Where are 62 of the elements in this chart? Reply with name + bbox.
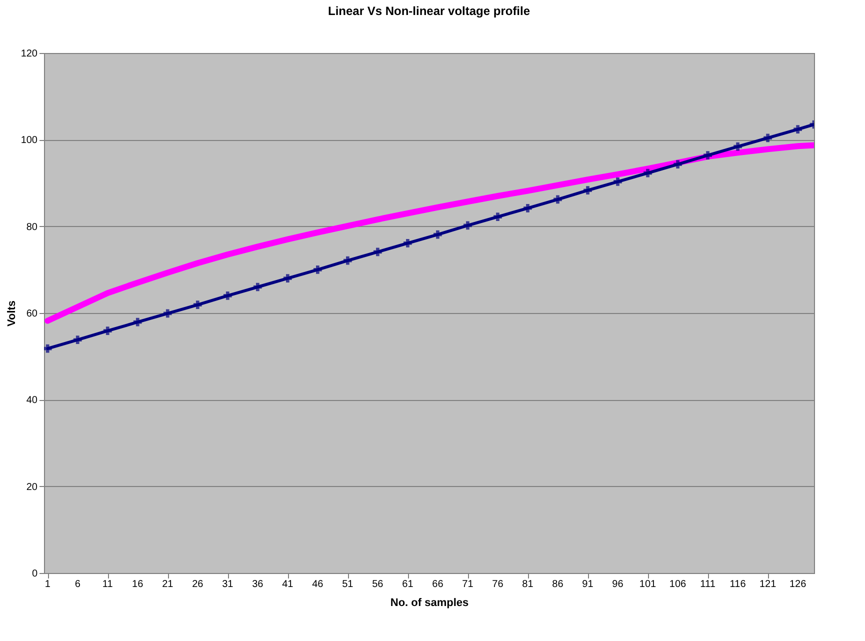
point <box>734 142 742 151</box>
x-tick-label: 76 <box>492 579 504 590</box>
y-tick-label: 80 <box>26 222 38 233</box>
point <box>313 265 322 274</box>
x-tick-label: 21 <box>162 579 174 590</box>
x-tick-label: 81 <box>522 579 534 590</box>
x-tick-label: 16 <box>132 579 144 590</box>
point <box>343 256 352 265</box>
point <box>524 204 532 212</box>
x-tick-label: 121 <box>759 579 777 590</box>
point <box>374 248 382 256</box>
point <box>584 186 592 195</box>
x-tick-label: 36 <box>252 579 264 590</box>
point <box>253 282 262 292</box>
point <box>103 326 112 335</box>
x-tick-label: 41 <box>282 579 294 590</box>
point <box>193 300 202 309</box>
x-tick-label: 61 <box>402 579 414 590</box>
y-tick-label: 60 <box>26 308 38 320</box>
x-tick-label: 96 <box>612 579 624 590</box>
y-tick-label: 0 <box>32 568 38 580</box>
point <box>494 212 502 221</box>
x-tick-label: 116 <box>730 579 746 590</box>
y-tick-label: 20 <box>26 482 38 493</box>
x-axis-title: No. of samples <box>390 597 469 609</box>
x-tick-label: 51 <box>342 579 354 590</box>
point <box>464 221 472 230</box>
point <box>674 160 682 169</box>
x-tick-label: 71 <box>462 579 474 590</box>
y-tick-label: 100 <box>20 135 38 146</box>
point <box>704 151 712 160</box>
x-tick-label: 66 <box>432 579 444 590</box>
x-tick-label: 1 <box>44 579 51 590</box>
point <box>223 291 232 300</box>
point <box>404 239 412 248</box>
point <box>133 318 142 326</box>
x-tick-label: 46 <box>312 579 324 590</box>
x-tick-label: 126 <box>789 579 807 590</box>
point <box>644 168 652 178</box>
x-tick-label: 6 <box>74 579 81 590</box>
point <box>434 230 442 239</box>
point <box>794 125 802 134</box>
point <box>73 336 82 344</box>
point <box>764 134 772 142</box>
x-tick-label: 111 <box>700 579 716 590</box>
x-tick-label: 56 <box>372 579 384 590</box>
x-tick-label: 86 <box>552 579 564 590</box>
point <box>283 274 292 283</box>
x-tick-label: 31 <box>222 579 234 590</box>
x-tick-label: 11 <box>102 579 114 590</box>
x-tick-label: 101 <box>639 579 657 590</box>
point <box>44 344 52 353</box>
y-tick-label: 40 <box>26 395 38 406</box>
x-tick-label: 26 <box>192 579 204 590</box>
x-tick-label: 91 <box>582 579 594 590</box>
point <box>554 195 562 204</box>
y-tick-label: 120 <box>20 48 38 60</box>
point <box>614 178 622 186</box>
point <box>163 309 172 318</box>
chart-title: Linear Vs Non-linear voltage profile <box>328 4 530 18</box>
y-axis-title: Volts <box>6 300 18 327</box>
x-tick-label: 106 <box>669 579 687 590</box>
